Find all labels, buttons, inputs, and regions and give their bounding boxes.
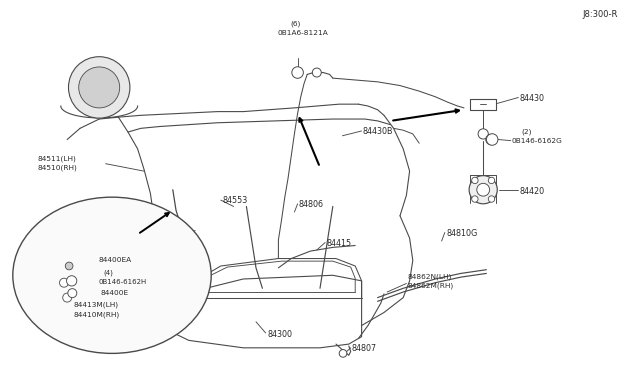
Text: 84430B: 84430B bbox=[363, 127, 394, 136]
Text: 84420: 84420 bbox=[520, 187, 545, 196]
Text: S: S bbox=[66, 295, 68, 300]
Text: 84806: 84806 bbox=[299, 200, 324, 209]
Text: 84413M(LH): 84413M(LH) bbox=[74, 301, 119, 308]
Text: S: S bbox=[70, 291, 74, 296]
Text: 84400EA: 84400EA bbox=[99, 257, 132, 263]
Text: 84410M(RH): 84410M(RH) bbox=[74, 311, 120, 318]
Text: 84510(RH): 84510(RH) bbox=[37, 164, 77, 171]
Circle shape bbox=[339, 350, 347, 357]
Circle shape bbox=[472, 177, 478, 184]
Text: S: S bbox=[70, 278, 74, 283]
Text: 84511(LH): 84511(LH) bbox=[37, 156, 76, 163]
Text: B: B bbox=[296, 70, 300, 75]
Text: (4): (4) bbox=[104, 269, 113, 276]
Circle shape bbox=[68, 57, 130, 118]
Text: 84400E: 84400E bbox=[100, 290, 129, 296]
Text: 0B1A6-8121A: 0B1A6-8121A bbox=[278, 30, 328, 36]
Circle shape bbox=[486, 134, 498, 145]
Text: (2): (2) bbox=[522, 129, 532, 135]
Text: J8:300-R: J8:300-R bbox=[582, 10, 618, 19]
Circle shape bbox=[477, 183, 490, 196]
Circle shape bbox=[63, 293, 72, 302]
Text: 0B146-6162H: 0B146-6162H bbox=[99, 279, 147, 285]
Circle shape bbox=[67, 276, 77, 286]
Circle shape bbox=[486, 134, 496, 145]
Circle shape bbox=[65, 262, 73, 270]
Text: 84300: 84300 bbox=[268, 330, 292, 339]
Circle shape bbox=[488, 196, 495, 202]
Text: (6): (6) bbox=[290, 20, 300, 27]
Circle shape bbox=[292, 67, 303, 78]
Circle shape bbox=[478, 129, 488, 139]
Text: B: B bbox=[488, 137, 493, 142]
Ellipse shape bbox=[13, 197, 211, 353]
Text: S: S bbox=[63, 280, 65, 285]
Circle shape bbox=[68, 289, 77, 298]
Circle shape bbox=[472, 196, 478, 202]
Text: 84862N(LH): 84862N(LH) bbox=[408, 274, 452, 280]
Text: 84807: 84807 bbox=[352, 344, 377, 353]
Text: B: B bbox=[490, 137, 494, 142]
Circle shape bbox=[79, 67, 120, 108]
Text: 84810G: 84810G bbox=[446, 229, 477, 238]
Circle shape bbox=[469, 176, 497, 204]
Circle shape bbox=[488, 177, 495, 184]
Circle shape bbox=[60, 278, 68, 287]
Text: 84430: 84430 bbox=[520, 94, 545, 103]
Text: 84862M(RH): 84862M(RH) bbox=[408, 282, 454, 289]
Circle shape bbox=[312, 68, 321, 77]
Text: 84553: 84553 bbox=[222, 196, 247, 205]
Text: 84415: 84415 bbox=[326, 239, 351, 248]
Text: 0B146-6162G: 0B146-6162G bbox=[512, 138, 563, 144]
